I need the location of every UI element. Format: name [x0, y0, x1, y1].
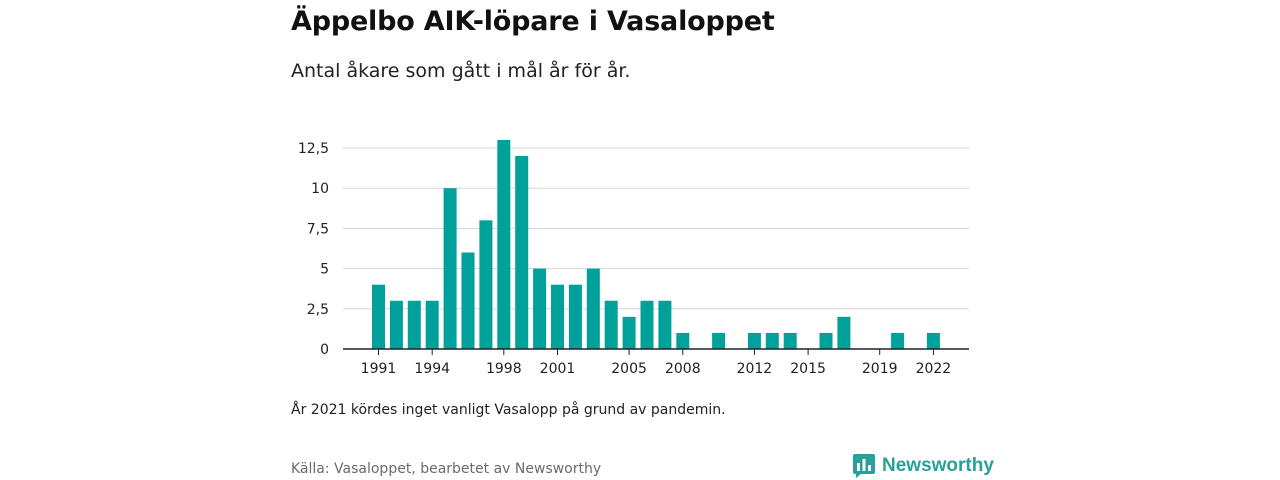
chart-subtitle: Antal åkare som gått i mål år för år. [291, 60, 631, 82]
bar [533, 268, 547, 349]
bar [712, 332, 726, 349]
y-axis-ticks: 0 2,5 5 7,5 10 12,5 [298, 141, 329, 358]
bar [515, 156, 529, 349]
bar [586, 268, 600, 349]
x-tick-label: 1991 [361, 361, 397, 377]
y-tick-label: 0 [320, 342, 329, 358]
bar-chart: 0 2,5 5 7,5 10 12,5 1991 1994 1998 2001 2005 2008 2… [298, 139, 969, 377]
y-tick-label: 5 [320, 262, 329, 278]
x-tick-label: 2001 [540, 361, 576, 377]
bar [604, 300, 618, 349]
bar [891, 332, 905, 349]
chart-title: Äppelbo AIK-löpare i Vasaloppet [291, 6, 775, 37]
grid-lines [343, 147, 969, 310]
x-axis-ticks: 1991 1994 1998 2001 2005 2008 2012 2015 2019 2022 [361, 349, 952, 377]
x-tick-label: 2005 [611, 361, 647, 377]
bar [747, 332, 761, 349]
x-tick-label: 2015 [790, 361, 826, 377]
bar [389, 300, 403, 349]
x-tick-label: 2019 [862, 361, 898, 377]
x-tick-label: 1998 [486, 361, 522, 377]
bar [783, 332, 797, 349]
x-tick-label: 2008 [665, 361, 701, 377]
y-tick-label: 10 [311, 181, 329, 197]
bar [443, 188, 457, 349]
bar [765, 332, 779, 349]
bar [837, 316, 851, 349]
x-tick-label: 2022 [916, 361, 952, 377]
bar [622, 316, 636, 349]
y-tick-label: 2,5 [307, 302, 329, 318]
x-tick-label: 2012 [737, 361, 773, 377]
bar [926, 332, 940, 349]
x-tick-label: 1994 [414, 361, 450, 377]
bar [461, 252, 475, 349]
y-tick-label: 12,5 [298, 141, 329, 157]
bar [676, 332, 690, 349]
bar [372, 284, 385, 349]
bar [819, 332, 833, 349]
bar [407, 300, 421, 349]
bar [479, 220, 493, 349]
brand-logo[interactable]: Newsworthy [852, 453, 994, 479]
bars [372, 139, 940, 349]
bar [425, 300, 439, 349]
bar [497, 139, 511, 349]
source-text: Källa: Vasaloppet, bearbetet av Newswort… [291, 461, 602, 477]
bar [640, 300, 654, 349]
bar [568, 284, 582, 349]
newsworthy-logo-icon [853, 454, 875, 478]
brand-name: Newsworthy [882, 455, 994, 476]
bar [658, 300, 672, 349]
bar [551, 284, 564, 349]
footnote: År 2021 kördes inget vanligt Vasalopp på… [291, 402, 726, 418]
y-tick-label: 7,5 [307, 221, 329, 237]
